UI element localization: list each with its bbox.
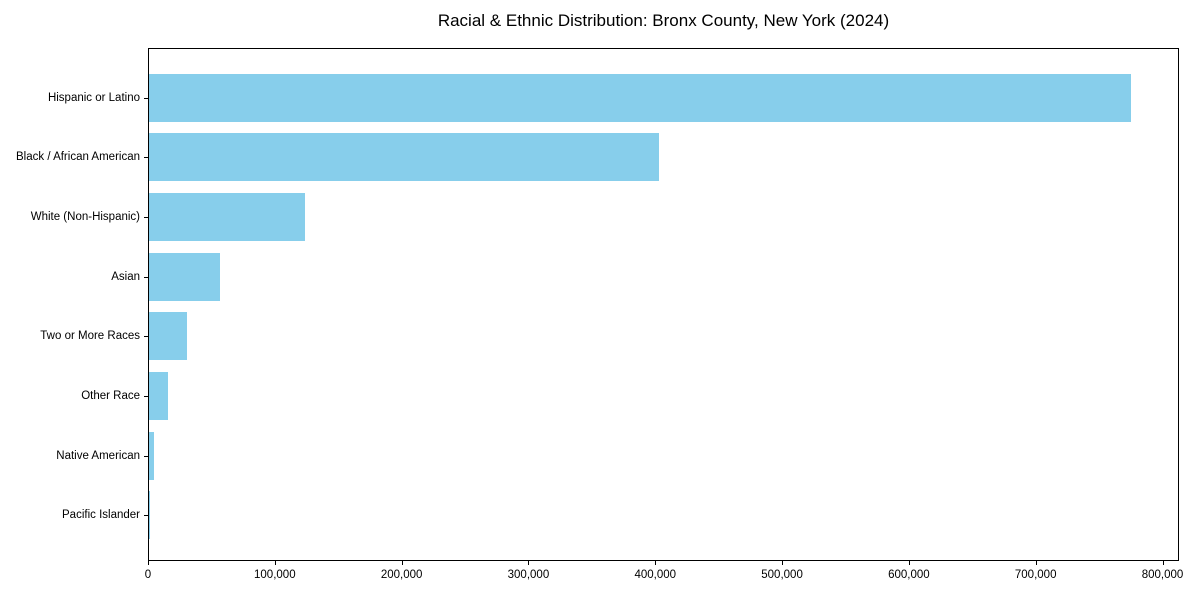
x-tick-label: 100,000 (254, 569, 296, 581)
x-tick-label: 0 (144, 569, 152, 581)
bar-two-or-more-races (149, 312, 188, 361)
y-axis-label: Pacific Islander (62, 509, 140, 522)
y-tick-mark (144, 216, 148, 218)
x-tick-mark (401, 561, 403, 565)
y-axis-label: Other Race (81, 390, 140, 403)
bar-asian (149, 252, 221, 301)
x-tick-mark (528, 561, 530, 565)
y-axis-label: White (Non-Hispanic) (30, 210, 140, 223)
y-tick-mark (144, 515, 148, 517)
x-tick-label: 700,000 (1014, 569, 1057, 581)
y-axis-label: Black / African American (16, 151, 140, 164)
x-tick-label: 300,000 (507, 569, 550, 581)
x-tick-label: 600,000 (888, 569, 930, 581)
plot-area (148, 48, 1179, 561)
x-tick-mark (655, 561, 657, 565)
x-tick-mark (782, 561, 784, 565)
x-tick-label: 800,000 (1141, 569, 1184, 581)
y-tick-mark (144, 157, 148, 159)
x-tick-label: 200,000 (380, 569, 423, 581)
chart-title: Racial & Ethnic Distribution: Bronx Coun… (437, 11, 890, 30)
x-tick-label: 500,000 (761, 569, 803, 581)
y-tick-mark (144, 336, 148, 338)
y-axis-label: Hispanic or Latino (47, 91, 140, 104)
y-axis-label: Native American (56, 449, 140, 462)
y-tick-mark (144, 97, 148, 99)
bar-hispanic-or-latino (149, 73, 1131, 122)
bar-pacific-islander (149, 491, 150, 540)
x-tick-mark (148, 561, 149, 565)
y-tick-mark (144, 455, 148, 457)
bar-black-african-american (149, 133, 659, 182)
bar-other-race (149, 372, 169, 421)
x-tick-label: 400,000 (634, 569, 677, 581)
x-tick-mark (1162, 561, 1164, 565)
y-axis-label: Asian (111, 270, 140, 283)
x-tick-mark (1035, 561, 1037, 565)
x-tick-mark (274, 561, 276, 565)
y-tick-mark (144, 396, 148, 398)
x-tick-mark (908, 561, 910, 565)
bar-white-non-hispanic (149, 192, 305, 241)
y-tick-mark (144, 276, 148, 278)
y-axis-label: Two or More Races (40, 330, 140, 343)
bar-native-american (149, 431, 154, 480)
